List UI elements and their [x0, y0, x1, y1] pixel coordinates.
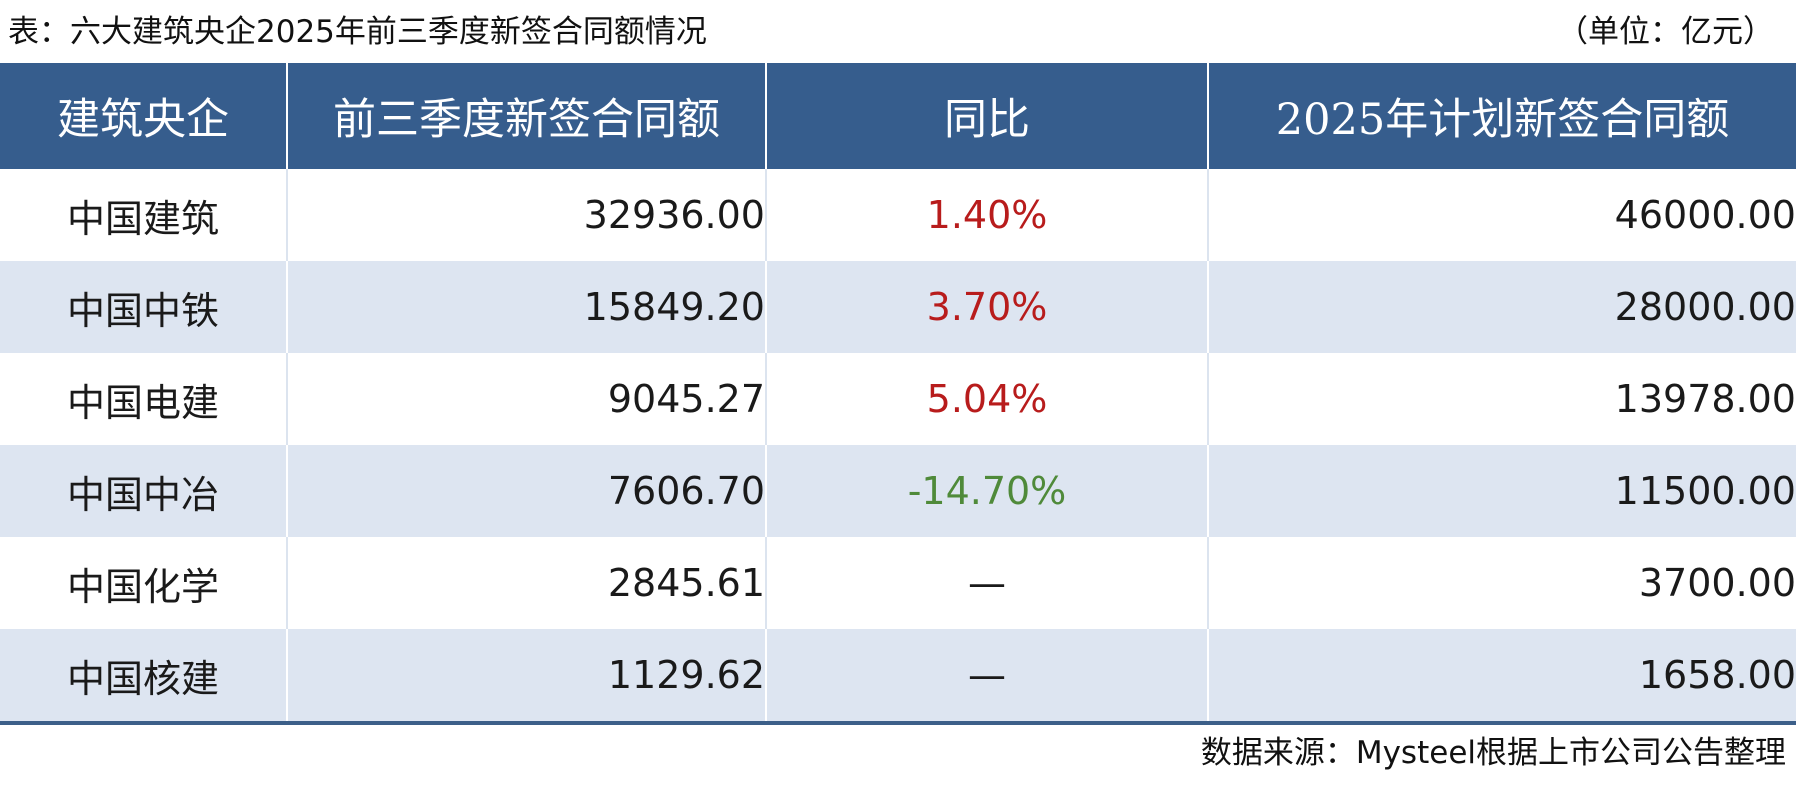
q3-value: 15849.20	[287, 261, 767, 353]
q3-value: 9045.27	[287, 353, 767, 445]
table-row: 中国中冶 7606.70 -14.70% 11500.00	[0, 445, 1796, 537]
header-plan: 2025年计划新签合同额	[1208, 63, 1796, 169]
yoy-value: -14.70%	[766, 445, 1209, 537]
plan-value: 11500.00	[1208, 445, 1796, 537]
table-row: 中国中铁 15849.20 3.70% 28000.00	[0, 261, 1796, 353]
yoy-value: —	[766, 629, 1209, 723]
q3-value: 1129.62	[287, 629, 767, 723]
company-name: 中国中冶	[0, 445, 288, 537]
data-source-note: 数据来源：Mysteel根据上市公司公告整理	[1200, 735, 1786, 771]
yoy-value: 1.40%	[766, 169, 1209, 261]
plan-value: 3700.00	[1208, 537, 1796, 629]
plan-value: 13978.00	[1208, 353, 1796, 445]
table-row: 中国建筑 32936.00 1.40% 46000.00	[0, 169, 1796, 261]
header-q3-contracts: 前三季度新签合同额	[287, 63, 767, 169]
header-yoy: 同比	[766, 63, 1209, 169]
q3-value: 32936.00	[287, 169, 767, 261]
plan-value: 28000.00	[1208, 261, 1796, 353]
company-name: 中国建筑	[0, 169, 288, 261]
contract-table: 建筑央企 前三季度新签合同额 同比 2025年计划新签合同额 中国建筑 3293…	[0, 63, 1796, 725]
plan-value: 46000.00	[1208, 169, 1796, 261]
company-name: 中国核建	[0, 629, 288, 723]
header-company: 建筑央企	[0, 63, 288, 169]
company-name: 中国电建	[0, 353, 288, 445]
table-row: 中国核建 1129.62 — 1658.00	[0, 629, 1796, 723]
table-row: 中国化学 2845.61 — 3700.00	[0, 537, 1796, 629]
company-name: 中国中铁	[0, 261, 288, 353]
yoy-value: —	[766, 537, 1209, 629]
table-header-row: 建筑央企 前三季度新签合同额 同比 2025年计划新签合同额	[0, 63, 1796, 169]
q3-value: 2845.61	[287, 537, 767, 629]
yoy-value: 5.04%	[766, 353, 1209, 445]
plan-value: 1658.00	[1208, 629, 1796, 723]
table-row: 中国电建 9045.27 5.04% 13978.00	[0, 353, 1796, 445]
yoy-value: 3.70%	[766, 261, 1209, 353]
company-name: 中国化学	[0, 537, 288, 629]
table-caption: 表：六大建筑央企2025年前三季度新签合同额情况	[8, 14, 707, 50]
unit-label: （单位：亿元）	[1557, 14, 1774, 50]
q3-value: 7606.70	[287, 445, 767, 537]
